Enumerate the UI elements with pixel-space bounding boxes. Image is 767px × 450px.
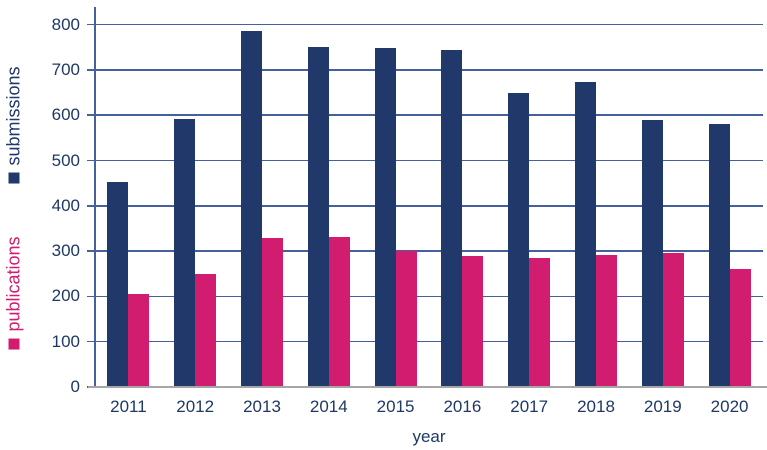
x-tick-label-2011: 2011 xyxy=(110,397,147,416)
bar-publications-2013 xyxy=(262,237,283,387)
bar-publications-2014 xyxy=(328,237,350,387)
y-tick-label-600: 600 xyxy=(51,105,80,125)
y-axis-title-publications: publications xyxy=(3,236,25,350)
y-axis-title-submissions: submissions xyxy=(3,66,25,184)
y-gridline-600 xyxy=(95,114,763,116)
x-tick-label-2013: 2013 xyxy=(243,397,281,416)
y-tick-label-700: 700 xyxy=(51,59,80,79)
y-tick-400 xyxy=(87,205,95,207)
y-gridline-200 xyxy=(95,295,763,298)
y-tick-label-400: 400 xyxy=(51,195,80,215)
x-tick-label-2016: 2016 xyxy=(443,397,482,416)
submissions-legend-marker-icon xyxy=(8,172,20,184)
x-tick-label-2012: 2012 xyxy=(176,397,215,416)
bar-publications-2019 xyxy=(662,252,684,387)
y-tick-100 xyxy=(87,340,95,343)
x-tick-label-2019: 2019 xyxy=(643,397,682,416)
y-tick-label-300: 300 xyxy=(51,241,80,261)
y-tick-label-500: 500 xyxy=(51,150,80,170)
bar-submissions-2017 xyxy=(508,92,530,387)
y-gridline-300 xyxy=(95,250,763,252)
bar-submissions-2013 xyxy=(241,31,262,387)
y-gridline-500 xyxy=(95,159,763,162)
bar-publications-2018 xyxy=(596,254,617,387)
bar-publications-2016 xyxy=(462,256,484,387)
x-axis-line xyxy=(88,386,767,388)
y-axis-title-submissions-text: submissions xyxy=(3,66,24,166)
y-tick-800 xyxy=(87,23,95,26)
y-tick-700 xyxy=(87,69,95,71)
x-tick-label-2018: 2018 xyxy=(577,397,615,416)
x-tick-label-2020: 2020 xyxy=(710,397,749,416)
bar-submissions-2019 xyxy=(641,120,663,387)
bar-submissions-2012 xyxy=(174,119,196,387)
x-tick-label-2014: 2014 xyxy=(309,397,348,416)
bar-publications-2012 xyxy=(195,273,217,387)
y-tick-label-0: 0 xyxy=(70,377,80,396)
bar-submissions-2018 xyxy=(575,81,596,387)
x-tick-label-2017: 2017 xyxy=(510,397,549,416)
y-tick-label-800: 800 xyxy=(51,14,80,34)
y-gridline-100 xyxy=(95,340,763,343)
bar-submissions-2016 xyxy=(441,49,463,387)
publications-legend-marker-icon xyxy=(8,338,20,350)
y-axis-line xyxy=(94,7,96,388)
bar-submissions-2011 xyxy=(107,182,129,387)
bar-submissions-2020 xyxy=(708,124,730,387)
y-tick-label-200: 200 xyxy=(51,286,80,306)
bar-publications-2015 xyxy=(395,251,417,387)
y-gridline-400 xyxy=(95,205,763,207)
y-axis-title-publications-text: publications xyxy=(3,236,24,332)
y-tick-label-100: 100 xyxy=(51,331,80,351)
y-tick-200 xyxy=(87,295,95,298)
x-tick-label-2015: 2015 xyxy=(376,397,415,416)
bar-publications-2011 xyxy=(128,294,150,387)
bar-submissions-2014 xyxy=(307,47,329,387)
bar-publications-2020 xyxy=(729,269,751,387)
bar-submissions-2015 xyxy=(374,47,396,387)
y-tick-500 xyxy=(87,159,95,162)
y-gridline-800 xyxy=(95,23,763,26)
x-axis-title: year xyxy=(412,427,446,446)
y-gridline-700 xyxy=(95,69,763,71)
bar-publications-2017 xyxy=(529,258,551,387)
y-tick-300 xyxy=(87,250,95,252)
y-tick-600 xyxy=(87,114,95,116)
